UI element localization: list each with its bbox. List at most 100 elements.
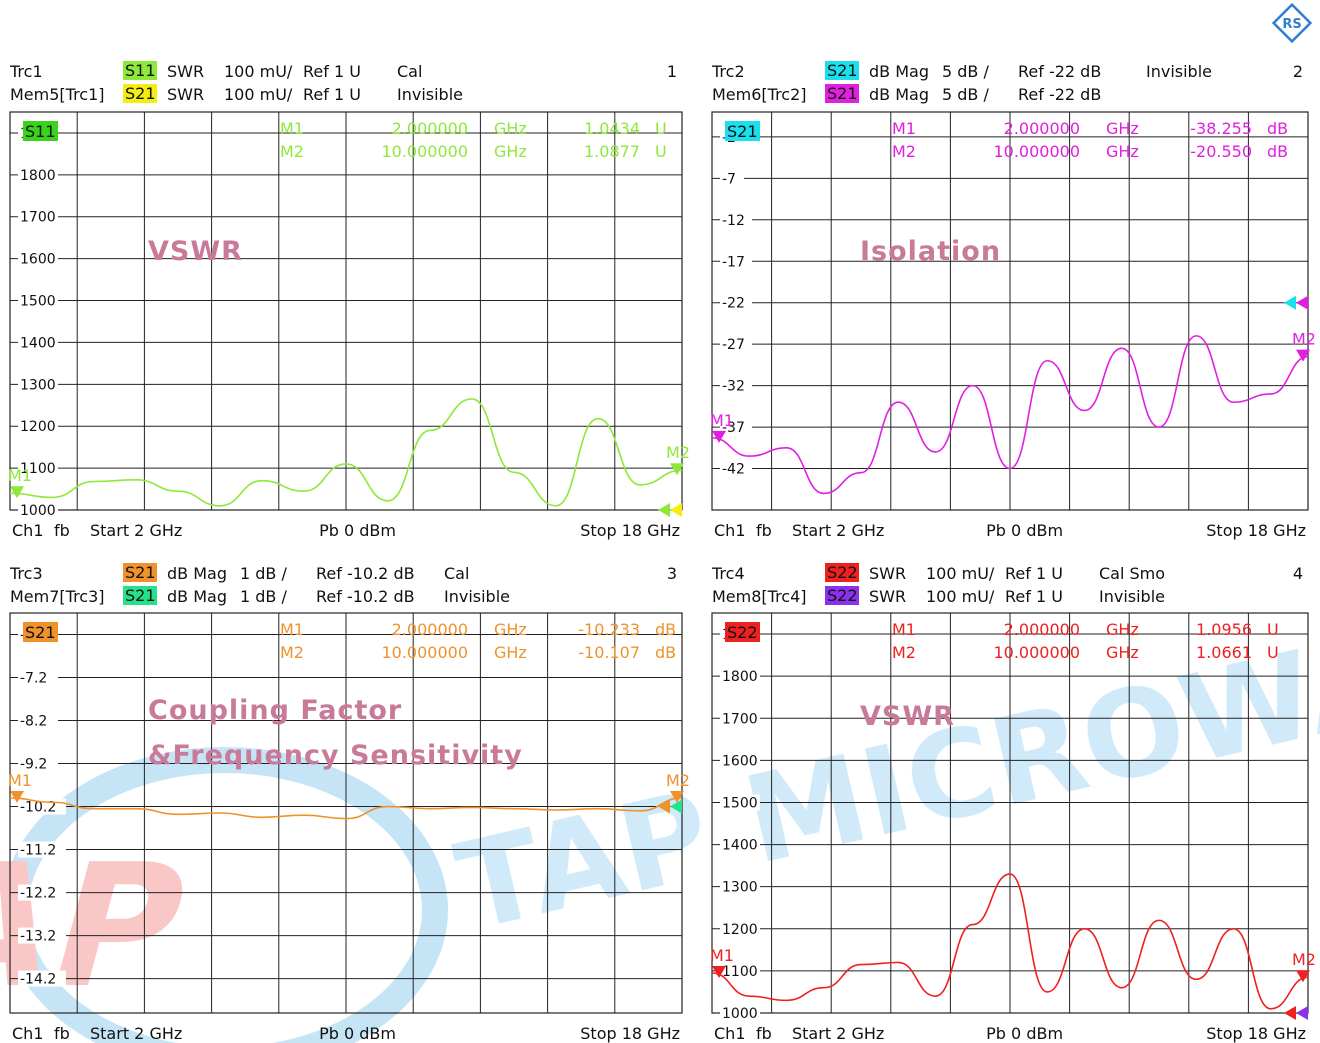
marker-row-M2: M2 10.000000 GHz 1.0661 U [892, 643, 1279, 662]
footer-channel: Ch1 [714, 1024, 746, 1043]
y-tick-label: 1700 [20, 210, 56, 226]
trace-ref: Ref -22 dB [1018, 85, 1101, 104]
y-tick-label: -9.2 [20, 757, 47, 773]
footer-power: Pb 0 dBm [986, 521, 1063, 540]
tick-bg [18, 166, 58, 183]
y-tick-label: 1000 [20, 503, 56, 519]
param-badge-line1 [825, 563, 859, 582]
tick-bg [18, 502, 58, 518]
marker-value: -20.550 [1190, 142, 1252, 161]
trace-name: Trc3 [9, 564, 43, 583]
marker-value-unit: U [1267, 620, 1279, 639]
marker-2-triangle [1296, 349, 1310, 362]
marker-2-triangle [1296, 970, 1310, 983]
param-badge-line2 [123, 586, 157, 605]
trace-format: dB Mag [167, 564, 227, 583]
rs-logo-text: RS [1282, 17, 1301, 32]
active-param-label: S11 [25, 122, 56, 141]
param-badge-line1 [123, 61, 157, 80]
memory-name: Mem6[Trc2] [712, 85, 807, 104]
marker-freq: 10.000000 [381, 142, 468, 161]
marker-freq-unit: GHz [494, 119, 527, 138]
marker-freq: 2.000000 [392, 119, 468, 138]
ref-arrow-1 [658, 799, 670, 814]
footer-stop: Stop 18 GHz [580, 521, 680, 540]
trace-line [9, 797, 683, 820]
trace-name: Trc1 [9, 62, 43, 81]
y-tick-label: 1500 [722, 795, 758, 811]
param-badge-label: S21 [827, 84, 858, 103]
active-param-label: S22 [727, 623, 758, 642]
footer-channel: Ch1 [12, 521, 44, 540]
y-tick-label: -7 [722, 171, 736, 187]
tick-bg [720, 460, 752, 477]
footer-power: Pb 0 dBm [986, 1024, 1063, 1043]
chart-panel-3: Trc3 Mem7[Trc3] S21 dB Mag 1 dB / Ref -10.2 d… [8, 563, 690, 1043]
trace-status: Invisible [1146, 62, 1212, 81]
marker-value-unit: U [655, 119, 667, 138]
footer-start: Start 2 GHz [90, 1024, 182, 1043]
marker-row-M1: M1 2.000000 GHz 1.0956 U [892, 620, 1279, 639]
active-param-box [23, 622, 58, 642]
y-tick-label: -17 [722, 254, 745, 270]
footer-mode: fb [756, 1024, 772, 1043]
y-tick-label: -8.2 [20, 714, 47, 730]
trace-format: dB Mag [869, 85, 929, 104]
marker-value: -10.107 [578, 643, 640, 662]
trace-format: SWR [869, 587, 906, 606]
param-badge-line1 [825, 61, 859, 80]
y-tick-label: 1600 [722, 753, 758, 769]
trace-scale: 100 mU/ [926, 587, 995, 606]
marker-freq-unit: GHz [494, 620, 527, 639]
trace-format: SWR [869, 564, 906, 583]
y-tick-label: -11.2 [20, 843, 56, 859]
marker-1-tag: M1 [710, 946, 734, 965]
y-tick-label: 1200 [20, 419, 56, 435]
watermark-ring [2, 747, 448, 1043]
trace-line [711, 873, 1309, 1010]
marker-value: 1.0877 [584, 142, 640, 161]
chart-panel-4: Trc4 Mem8[Trc4] S22 SWR 100 mU/Ref 1 U Cal Sm… [710, 563, 1316, 1043]
trace-ref: Ref 1 U [1005, 564, 1063, 583]
marker-1-triangle [10, 790, 24, 803]
trace-ref: Ref 1 U [303, 85, 361, 104]
y-tick-label: 1800 [20, 168, 56, 184]
marker-freq-unit: GHz [494, 142, 527, 161]
footer-mode: fb [756, 521, 772, 540]
marker-freq-unit: GHz [1106, 119, 1139, 138]
ref-arrow-2 [1296, 295, 1308, 310]
y-tick-label: 1300 [20, 377, 56, 393]
marker-row-M1: M1 2.000000 GHz 1.0434 U [280, 119, 667, 138]
marker-value-unit: dB [655, 620, 676, 639]
rs-logo: RS [1271, 2, 1313, 44]
marker-1-triangle [712, 430, 726, 443]
y-tick-label: -37 [722, 420, 745, 436]
tick-bg [720, 794, 760, 811]
marker-name: M2 [892, 643, 916, 662]
active-param-box [725, 622, 760, 642]
y-tick-label: 1800 [722, 669, 758, 685]
channel-number: 1 [667, 62, 677, 81]
footer-start: Start 2 GHz [90, 521, 182, 540]
tick-bg [720, 1005, 760, 1021]
param-badge-line2 [825, 84, 859, 103]
marker-1-triangle [10, 486, 24, 499]
tick-bg [18, 460, 58, 477]
tick-bg [18, 250, 58, 267]
trace-name: Trc4 [711, 564, 745, 583]
tick-bg [18, 334, 58, 351]
marker-row-M2: M2 10.000000 GHz 1.0877 U [280, 142, 667, 161]
panels: Trc1 Mem5[Trc1] S11 SWR 100 mU/Ref 1 U Cal S21… [8, 61, 1316, 1043]
marker-value: 1.0661 [1196, 643, 1252, 662]
marker-name: M2 [280, 643, 304, 662]
marker-freq-unit: GHz [1106, 643, 1139, 662]
tick-bg [720, 920, 760, 937]
trace-line [711, 335, 1309, 495]
marker-name: M1 [280, 119, 304, 138]
memory-name: Mem5[Trc1] [10, 85, 105, 104]
param-badge-line2 [123, 84, 157, 103]
marker-freq-unit: GHz [1106, 142, 1139, 161]
marker-1-triangle [712, 966, 726, 978]
trace-scale: 1 dB / [240, 587, 287, 606]
y-tick-label: -13.2 [20, 929, 56, 945]
